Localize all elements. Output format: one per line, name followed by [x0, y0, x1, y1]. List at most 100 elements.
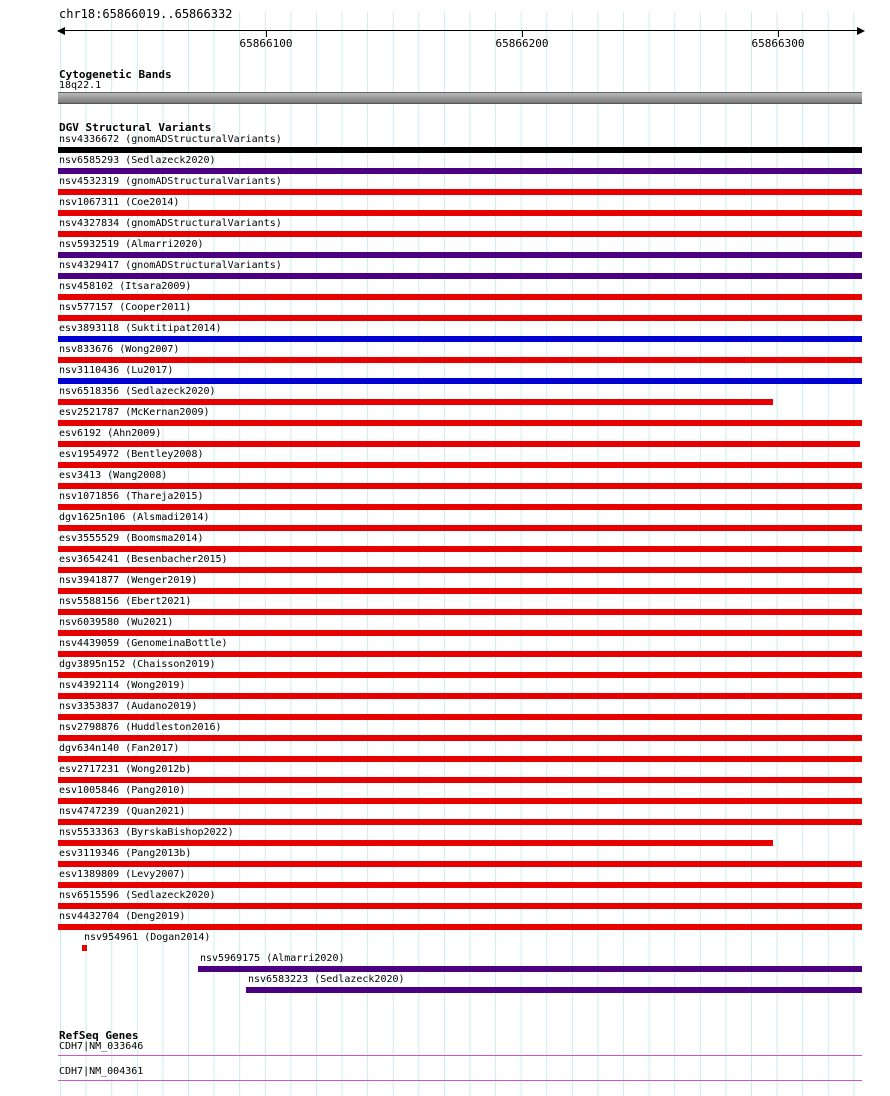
variant-label[interactable]: dgv3895n152 (Chaisson2019): [59, 659, 216, 670]
variant-bar-black[interactable]: [58, 147, 862, 153]
variant-label[interactable]: esv3555529 (Boomsma2014): [59, 533, 204, 544]
variant-label[interactable]: esv2521787 (McKernan2009): [59, 407, 210, 418]
variant-bar-red[interactable]: [58, 231, 862, 237]
variant-label[interactable]: nsv6585293 (Sedlazeck2020): [59, 155, 216, 166]
variant-label[interactable]: nsv4432704 (Deng2019): [59, 911, 186, 922]
variant-bar-red[interactable]: [58, 483, 862, 489]
variant-bar-purple[interactable]: [58, 168, 862, 174]
variant-label[interactable]: nsv6515596 (Sedlazeck2020): [59, 890, 216, 901]
variant-bar-red[interactable]: [58, 399, 773, 405]
variant-bar-purple[interactable]: [246, 987, 862, 993]
cytoband-bar[interactable]: [58, 92, 862, 104]
variant-row: esv1389809 (Levy2007): [58, 869, 862, 890]
variant-bar-red[interactable]: [58, 462, 862, 468]
variant-row: esv3413 (Wang2008): [58, 470, 862, 491]
variant-row: nsv954961 (Dogan2014): [58, 932, 862, 953]
variant-label[interactable]: esv1005846 (Pang2010): [59, 785, 186, 796]
variant-bar-red[interactable]: [82, 945, 87, 951]
gene-label[interactable]: CDH7|NM_004361: [59, 1066, 144, 1077]
variant-label[interactable]: nsv4329417 (gnomADStructuralVariants): [59, 260, 282, 271]
variant-bar-purple[interactable]: [198, 966, 862, 972]
variant-bar-red[interactable]: [58, 294, 862, 300]
variant-row: nsv6518356 (Sedlazeck2020): [58, 386, 862, 407]
variant-row: nsv6583223 (Sedlazeck2020): [58, 974, 862, 995]
variant-label[interactable]: dgv634n140 (Fan2017): [59, 743, 180, 754]
variant-bar-red[interactable]: [58, 651, 862, 657]
variant-bar-red[interactable]: [58, 420, 862, 426]
variant-label[interactable]: nsv3941877 (Wenger2019): [59, 575, 198, 586]
variant-bar-red[interactable]: [58, 840, 773, 846]
variant-label[interactable]: nsv6583223 (Sedlazeck2020): [248, 974, 405, 985]
variant-label[interactable]: nsv954961 (Dogan2014): [84, 932, 211, 943]
variant-bar-red[interactable]: [58, 315, 862, 321]
gene-track: CDH7|NM_033646 CDH7|NM_004361: [58, 1041, 862, 1091]
variant-label[interactable]: esv3654241 (Besenbacher2015): [59, 554, 228, 565]
variant-bar-red[interactable]: [58, 924, 862, 930]
variant-bar-blue[interactable]: [58, 336, 862, 342]
variant-label[interactable]: nsv4327834 (gnomADStructuralVariants): [59, 218, 282, 229]
variant-label[interactable]: nsv833676 (Wong2007): [59, 344, 180, 355]
variant-label[interactable]: nsv4439059 (GenomeinaBottle): [59, 638, 228, 649]
variant-row: esv2521787 (McKernan2009): [58, 407, 862, 428]
variant-bar-red[interactable]: [58, 609, 862, 615]
variant-row: nsv4327834 (gnomADStructuralVariants): [58, 218, 862, 239]
variant-label[interactable]: esv3893118 (Suktitipat2014): [59, 323, 222, 334]
variant-label[interactable]: nsv458102 (Itsara2009): [59, 281, 192, 292]
variant-bar-purple[interactable]: [58, 273, 862, 279]
variant-label[interactable]: nsv2798876 (Huddleston2016): [59, 722, 222, 733]
variant-bar-red[interactable]: [58, 903, 862, 909]
variant-bar-red[interactable]: [58, 777, 862, 783]
variant-label[interactable]: nsv6039580 (Wu2021): [59, 617, 174, 628]
variant-bar-red[interactable]: [58, 441, 860, 447]
ruler-tick-label: 65866300: [751, 37, 805, 50]
variant-label[interactable]: esv2717231 (Wong2012b): [59, 764, 192, 775]
variant-label[interactable]: nsv3353837 (Audano2019): [59, 701, 198, 712]
gene-row: CDH7|NM_033646: [58, 1041, 862, 1066]
gene-line[interactable]: [58, 1080, 862, 1081]
variant-row: nsv4532319 (gnomADStructuralVariants): [58, 176, 862, 197]
variant-bar-red[interactable]: [58, 735, 862, 741]
variant-bar-red[interactable]: [58, 357, 862, 363]
variant-label[interactable]: esv6192 (Ahn2009): [59, 428, 162, 439]
variant-label[interactable]: dgv1625n106 (Alsmadi2014): [59, 512, 210, 523]
variant-label[interactable]: nsv577157 (Cooper2011): [59, 302, 192, 313]
variant-label[interactable]: esv3413 (Wang2008): [59, 470, 168, 481]
variant-label[interactable]: nsv1067311 (Coe2014): [59, 197, 180, 208]
variant-bar-red[interactable]: [58, 504, 862, 510]
variant-bar-red[interactable]: [58, 756, 862, 762]
variant-label[interactable]: esv1954972 (Bentley2008): [59, 449, 204, 460]
variant-label[interactable]: nsv4532319 (gnomADStructuralVariants): [59, 176, 282, 187]
variant-label[interactable]: nsv5969175 (Almarri2020): [200, 953, 345, 964]
variant-label[interactable]: nsv4336672 (gnomADStructuralVariants): [59, 134, 282, 145]
variant-label[interactable]: nsv6518356 (Sedlazeck2020): [59, 386, 216, 397]
variant-label[interactable]: nsv5588156 (Ebert2021): [59, 596, 192, 607]
variant-bar-red[interactable]: [58, 210, 862, 216]
variant-bar-purple[interactable]: [58, 252, 862, 258]
gene-line[interactable]: [58, 1055, 862, 1056]
variant-label[interactable]: esv3119346 (Pang2013b): [59, 848, 192, 859]
variant-bar-red[interactable]: [58, 546, 862, 552]
variant-label[interactable]: nsv4392114 (Wong2019): [59, 680, 186, 691]
variant-bar-red[interactable]: [58, 567, 862, 573]
variant-bar-red[interactable]: [58, 630, 862, 636]
variant-bar-red[interactable]: [58, 714, 862, 720]
variant-label[interactable]: nsv5533363 (ByrskaBishop2022): [59, 827, 234, 838]
variant-row: nsv5932519 (Almarri2020): [58, 239, 862, 260]
variant-bar-red[interactable]: [58, 693, 862, 699]
variant-bar-red[interactable]: [58, 861, 862, 867]
variant-row: nsv3941877 (Wenger2019): [58, 575, 862, 596]
variant-label[interactable]: nsv3110436 (Lu2017): [59, 365, 174, 376]
variant-label[interactable]: esv1389809 (Levy2007): [59, 869, 186, 880]
variant-bar-red[interactable]: [58, 525, 862, 531]
variant-bar-red[interactable]: [58, 189, 862, 195]
variant-bar-red[interactable]: [58, 819, 862, 825]
variant-label[interactable]: nsv4747239 (Quan2021): [59, 806, 186, 817]
variant-bar-red[interactable]: [58, 798, 862, 804]
variant-bar-blue[interactable]: [58, 378, 862, 384]
variant-bar-red[interactable]: [58, 588, 862, 594]
gene-label[interactable]: CDH7|NM_033646: [59, 1041, 144, 1052]
variant-label[interactable]: nsv5932519 (Almarri2020): [59, 239, 204, 250]
variant-bar-red[interactable]: [58, 672, 862, 678]
variant-label[interactable]: nsv1071856 (Thareja2015): [59, 491, 204, 502]
variant-bar-red[interactable]: [58, 882, 862, 888]
